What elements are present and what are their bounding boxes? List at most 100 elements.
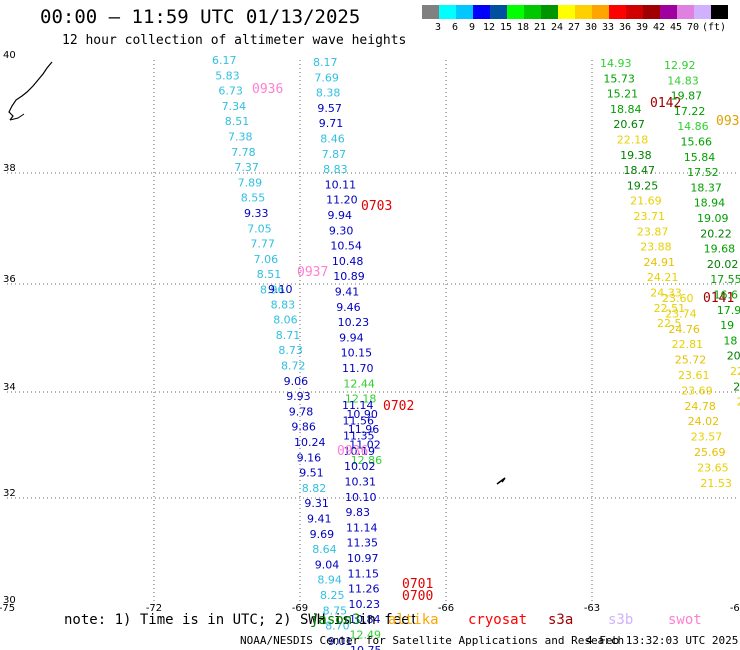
lon-label: -69 xyxy=(292,603,308,614)
wave-height-value: 23.71 xyxy=(634,210,666,223)
wave-height-value: 9.33 xyxy=(244,207,269,220)
page-title: 00:00 – 11:59 UTC 01/13/2025 xyxy=(40,6,361,28)
wave-height-value: 10.84 xyxy=(349,613,381,626)
pass-time-label: 0703 xyxy=(361,199,392,214)
satellite-label-s3b: s3b xyxy=(608,612,634,628)
wave-height-value: 7.78 xyxy=(231,146,256,159)
wave-height-value: 19.87 xyxy=(671,90,703,103)
wave-height-value: 22.51 xyxy=(654,302,686,315)
wave-height-value: 11.70 xyxy=(342,362,374,375)
legend-swatch xyxy=(711,5,728,19)
pass-time-label: 0936 xyxy=(252,82,283,97)
legend-label: 18 xyxy=(516,22,530,33)
wave-height-value: 12.92 xyxy=(664,59,696,72)
wave-height-value: 11.35 xyxy=(343,430,375,443)
legend-swatch xyxy=(609,5,626,19)
wave-height-value: 11.26 xyxy=(348,583,380,596)
lon-label: -72 xyxy=(146,603,162,614)
wave-height-value: 8.06 xyxy=(273,314,298,327)
wave-height-value: 8.46 xyxy=(320,133,345,146)
wave-height-value: 20.73 xyxy=(727,350,740,363)
wave-height-value: 17.52 xyxy=(687,166,719,179)
wave-height-value: 15.84 xyxy=(684,151,716,164)
wave-height-value: 12.86 xyxy=(351,454,383,467)
wave-height-value: 23.60 xyxy=(662,292,694,305)
wave-height-value: 19.38 xyxy=(620,149,652,162)
track-pass-0141: 23.60 23.74 24.76 22.81 25.72 23.61 23.69 24.78… xyxy=(662,291,734,490)
axis-labels: -75 -72 -69 -66 -63 -60 40 38 36 34 32 30 xyxy=(0,50,740,614)
wave-height-value: 16.6 xyxy=(714,289,739,302)
wave-height-value: 9.16 xyxy=(297,451,322,464)
wave-height-value: 25.72 xyxy=(675,354,707,367)
wave-height-value: 7.77 xyxy=(250,238,275,251)
wave-height-value: 9.04 xyxy=(315,558,340,571)
wave-height-value: 22.5 xyxy=(657,317,682,330)
wave-height-value: 7.37 xyxy=(234,161,259,174)
wave-height-value: 8.72 xyxy=(281,360,306,373)
legend-swatch xyxy=(694,5,711,19)
wave-height-value: 7.87 xyxy=(322,148,347,161)
legend-label: 33 xyxy=(601,22,615,33)
lat-label: 30 xyxy=(3,595,16,606)
wave-height-value: 9.86 xyxy=(291,421,316,434)
satellite-label-swot: swot xyxy=(668,612,702,628)
wave-height-value: 15.66 xyxy=(681,136,713,149)
wave-height-value: 8.64 xyxy=(312,543,337,556)
wave-height-value: 24.33 xyxy=(650,287,682,300)
legend-swatch xyxy=(626,5,643,19)
wave-height-value: 22.50 xyxy=(730,365,740,378)
wave-height-value: 19 xyxy=(720,319,734,332)
wave-height-value: 10.10 xyxy=(345,491,377,504)
wave-height-value: 8.83 xyxy=(271,298,296,311)
wave-height-value: 8.75 xyxy=(323,604,348,617)
legend-swatch xyxy=(490,5,507,19)
wave-height-value: 10.15 xyxy=(341,347,373,360)
wave-height-value: 6.17 xyxy=(212,54,237,67)
wave-height-value: 11.02 xyxy=(349,439,381,452)
wave-height-value: 24.21 xyxy=(647,271,679,284)
wave-height-value: 24.91 xyxy=(644,256,676,269)
legend-swatch xyxy=(660,5,677,19)
wave-height-value: 9.93 xyxy=(286,390,311,403)
wave-height-value: 23.87 xyxy=(637,225,669,238)
wave-height-value: 9.51 xyxy=(299,467,324,480)
wave-height-value: 20.22 xyxy=(700,227,732,240)
wave-height-value: 15.73 xyxy=(603,72,635,85)
lat-label: 38 xyxy=(3,163,16,174)
wave-height-value: 8.71 xyxy=(276,329,301,342)
legend-label: 27 xyxy=(567,22,581,33)
generated-timestamp: 4 Feb 13:32:03 UTC 2025 xyxy=(586,634,739,647)
lon-label: -63 xyxy=(584,603,600,614)
pass-time-label: 0142 xyxy=(650,96,681,111)
altimeter-tracks: 6.17 5.83 6.73 7.34 8.51 7.38 7.78 7.37 7.89 8.55… xyxy=(212,54,740,650)
wave-height-value: 20.02 xyxy=(707,258,739,271)
track-pass-0703: 8.17 7.69 8.38 9.57 9.71 8.46 7.87 8.83 10.11 11.… xyxy=(313,56,392,467)
track-pass-0142: 14.93 15.73 15.21 18.84 20.67 22.18 19.38 18.47… xyxy=(600,57,685,330)
wave-height-value: 9.71 xyxy=(319,117,344,130)
legend-label: 12 xyxy=(482,22,496,33)
wave-height-value: 8.51 xyxy=(257,268,282,281)
lat-label: 32 xyxy=(3,488,16,499)
wave-height-value: 14.93 xyxy=(600,57,632,70)
wave-height-value: 8.94 xyxy=(317,574,342,587)
wave-height-value: 19.25 xyxy=(627,179,659,192)
lon-label: -60 xyxy=(730,603,740,614)
legend-swatch xyxy=(541,5,558,19)
lat-label: 36 xyxy=(3,274,16,285)
wave-height-value: 8.51 xyxy=(225,115,250,128)
wave-height-value: 19.68 xyxy=(704,243,736,256)
wave-height-value: 7.69 xyxy=(314,71,339,84)
wave-height-value: 24.02 xyxy=(688,415,720,428)
wave-height-value: 14.83 xyxy=(667,74,699,87)
wave-height-value: 18.37 xyxy=(690,181,722,194)
wave-height-value: 23.69 xyxy=(681,384,713,397)
satellite-label-jason3: jason3 xyxy=(310,612,361,628)
legend-label: 9 xyxy=(468,22,476,33)
wave-height-value: 8.25 xyxy=(320,589,345,602)
wave-height-value: 12.49 xyxy=(350,629,382,642)
legend-label: 3 xyxy=(434,22,442,33)
lat-label: 34 xyxy=(3,382,16,393)
wave-height-value: 20.76 xyxy=(733,380,740,393)
wave-height-value: 18.84 xyxy=(610,103,642,116)
legend-label: 21 xyxy=(533,22,547,33)
